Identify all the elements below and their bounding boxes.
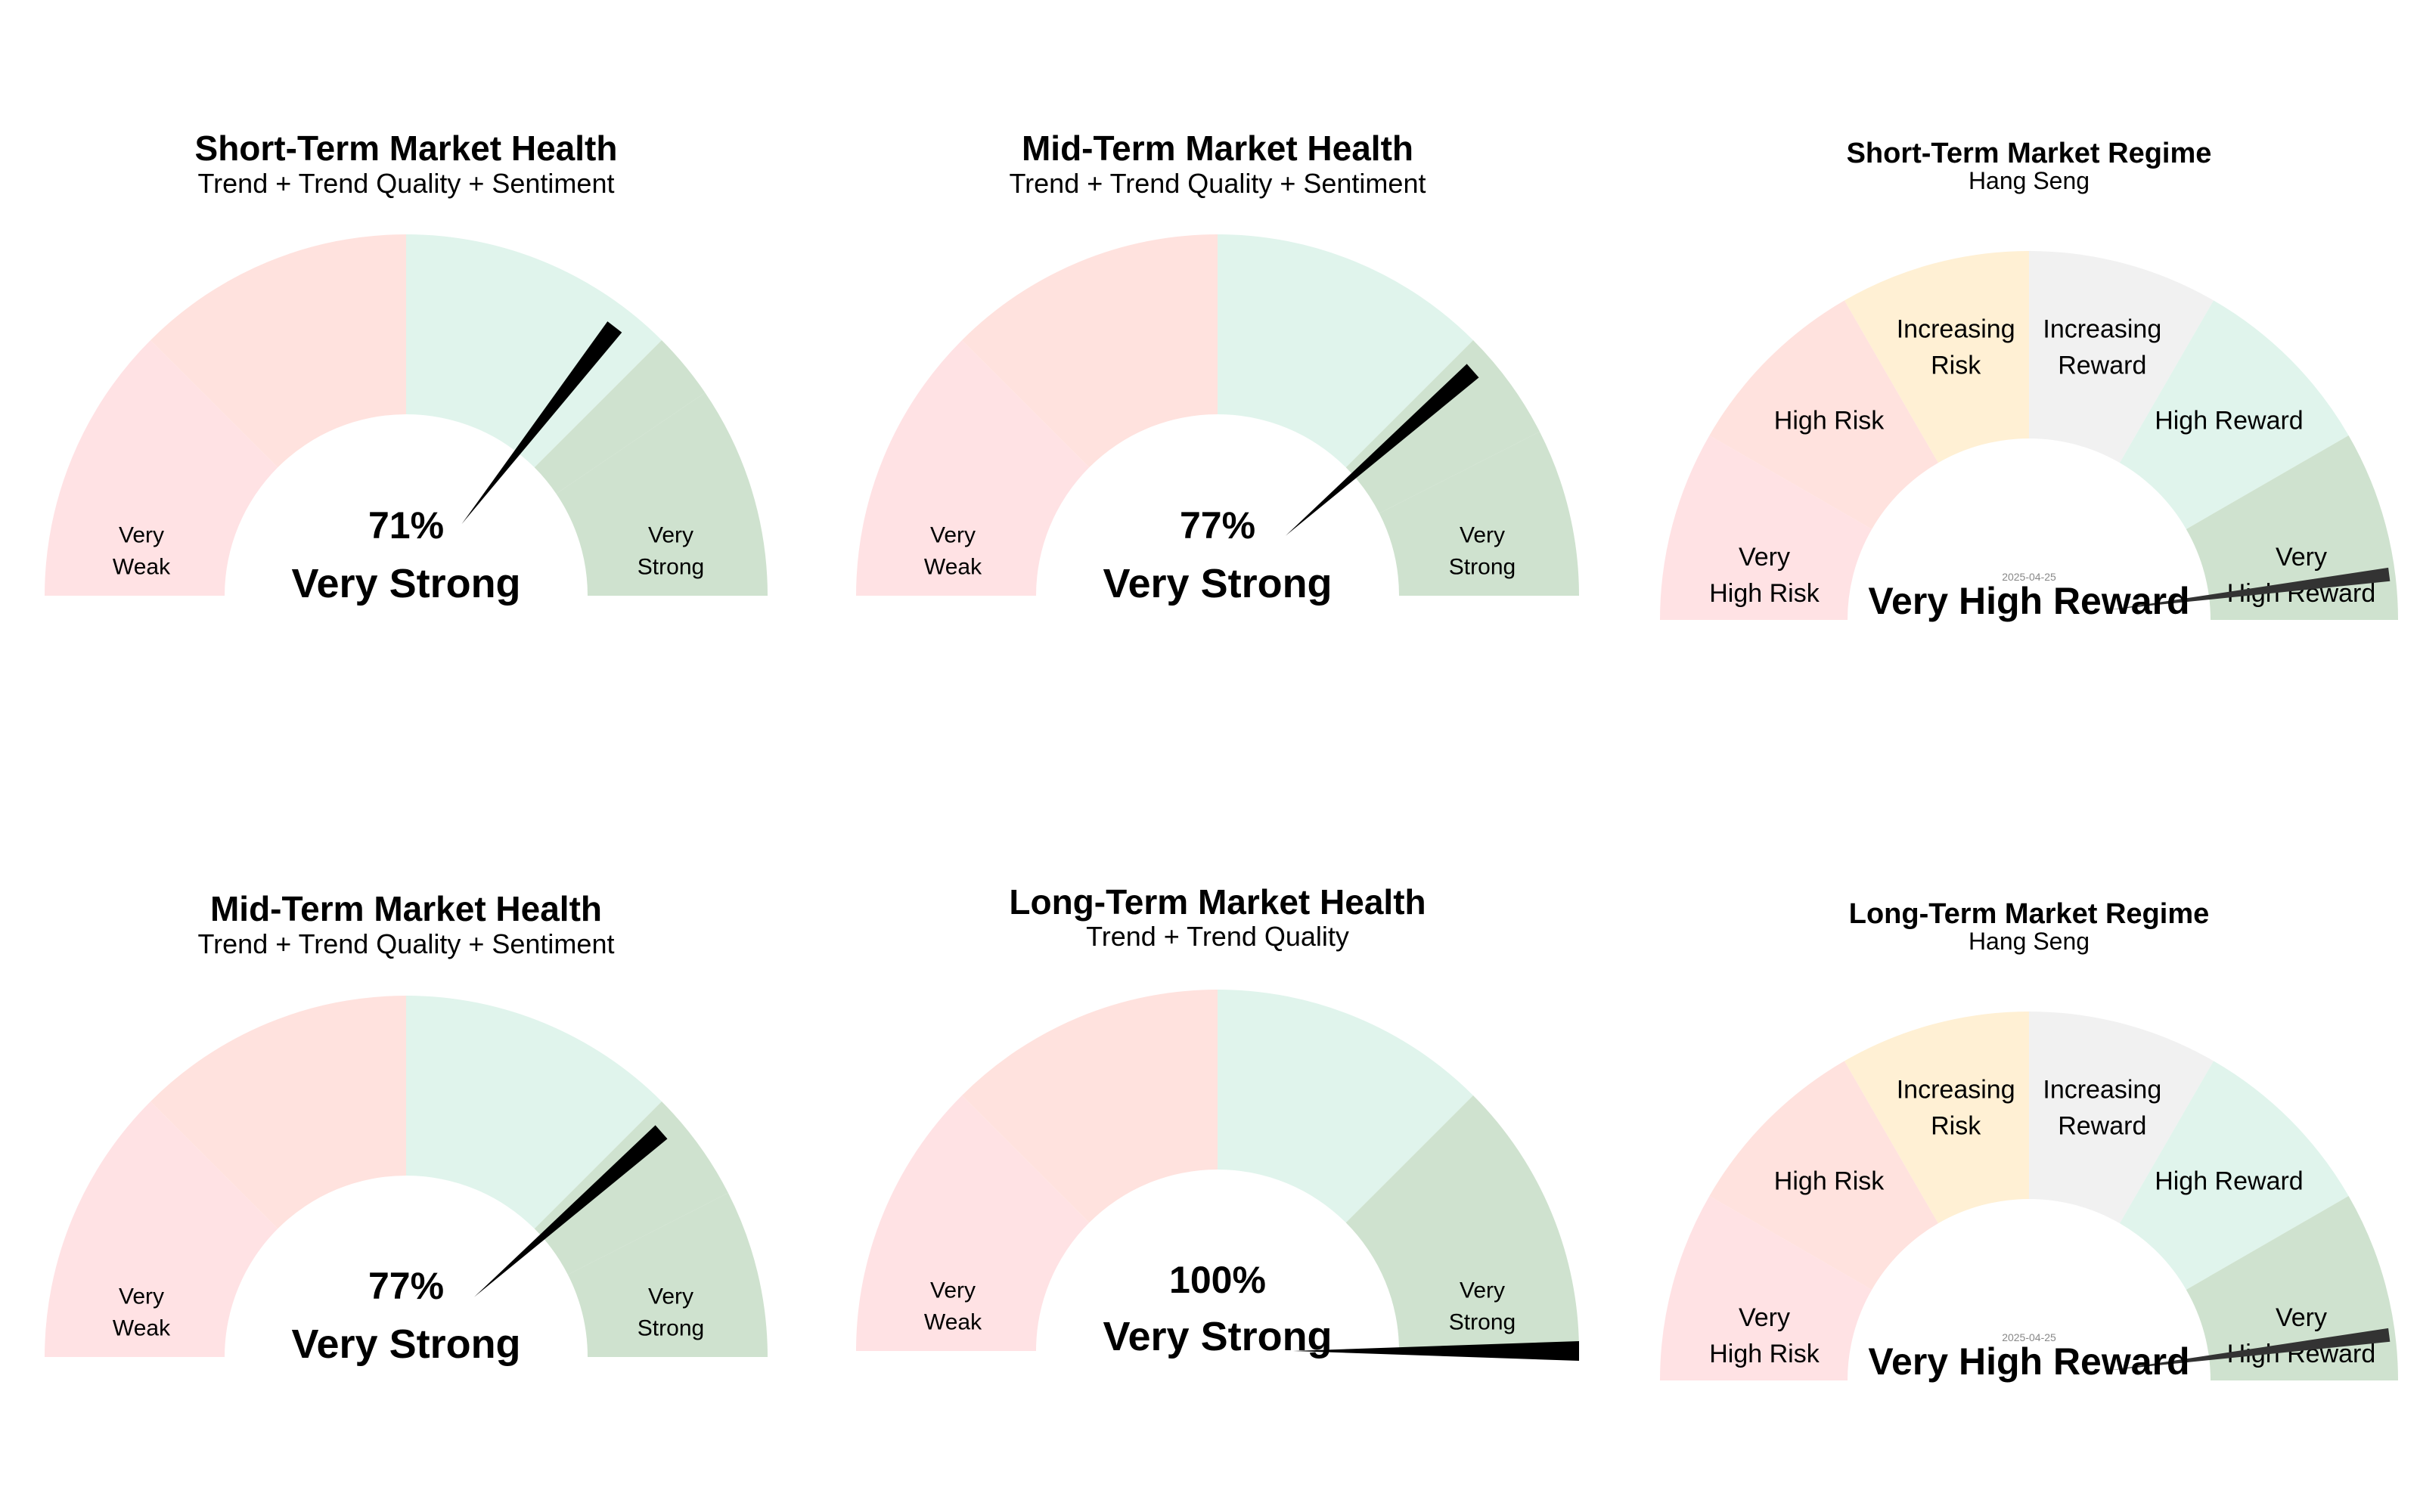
gauge-subtitle: Trend + Trend Quality + Sentiment: [1010, 168, 1426, 199]
gauge-segment: [2120, 300, 2349, 529]
gauge-status: Very High Reward: [1868, 1340, 2189, 1383]
gauge-percent: 77%: [1180, 504, 1255, 547]
segment-label-high-risk: High Risk: [1774, 1167, 1885, 1195]
gauge-segment: [45, 340, 278, 596]
segment-label-high-reward: High Reward: [2155, 1167, 2304, 1195]
gauge-segment: [45, 1101, 278, 1357]
gauge-subtitle: Trend + Trend Quality + Sentiment: [198, 168, 615, 199]
gauge-percent: 71%: [368, 504, 444, 547]
segment-label-very-strong: Very Strong: [638, 523, 704, 580]
segment-label-very-high-risk: Very High Risk: [1709, 543, 1820, 608]
segment-label-very-strong: Very Strong: [1449, 523, 1516, 580]
gauge-segment: [406, 234, 662, 468]
gauge-segment: [1345, 1095, 1579, 1351]
gauge-status: Very Strong: [291, 561, 520, 606]
gauge-status: Very High Reward: [1868, 580, 2189, 622]
gauge-segment: [1660, 435, 1872, 620]
gauge-segment: [1218, 990, 1473, 1223]
gauge-segment: [1844, 251, 2029, 463]
segment-label-very-weak: Very Weak: [113, 1284, 171, 1341]
gauge-segment: [406, 996, 662, 1229]
gauge-2: Very Weak Very Strong Mid-Term Market Health…: [856, 129, 1579, 606]
gauge-title: Long-Term Market Health: [1009, 882, 1426, 922]
gauge-1: Very Weak Very Strong Short-Term Market Heal…: [45, 129, 768, 606]
gauge-segment: [2186, 1195, 2398, 1380]
gauge-segment: [1345, 340, 1540, 514]
gauge-segment: [534, 1101, 728, 1275]
gauge-segment: [1709, 1061, 1938, 1290]
gauge-subtitle: Trend + Trend Quality: [1086, 921, 1349, 952]
gauge-needle: [1293, 1341, 1579, 1361]
gauge-segment: [1218, 234, 1473, 468]
gauge-segment: [856, 1095, 1090, 1351]
gauge-date: 2025-04-25: [2002, 1331, 2056, 1343]
segment-label-very-weak: Very Weak: [924, 523, 982, 580]
gauge-segment: [1660, 1195, 1872, 1380]
gauge-date: 2025-04-25: [2002, 571, 2056, 583]
gauge-segment: [534, 340, 706, 494]
gauge-title: Mid-Term Market Health: [210, 889, 602, 928]
segment-label-high-risk: High Risk: [1774, 406, 1885, 435]
gauge-segment: [2029, 251, 2214, 463]
segment-label-increasing-risk: Increasing Risk: [1897, 1076, 2015, 1141]
gauge-segment: [556, 392, 768, 596]
gauge-title: Short-Term Market Health: [195, 129, 618, 168]
gauge-needle: [474, 1125, 668, 1297]
gauge-status: Very Strong: [291, 1321, 520, 1367]
gauge-needle: [2111, 567, 2391, 610]
gauge-segment: [1844, 1012, 2029, 1224]
gauge-subtitle: Hang Seng: [1969, 928, 2090, 955]
gauge-segment: [150, 234, 406, 468]
segment-label-very-weak: Very Weak: [924, 1278, 982, 1335]
gauge-3: Very High Risk High Risk Increasing Risk Incr…: [1660, 138, 2398, 622]
segment-label-increasing-risk: Increasing Risk: [1897, 315, 2015, 380]
segment-label-increasing-reward: Increasing Reward: [2043, 315, 2161, 380]
gauge-title: Long-Term Market Regime: [1849, 898, 2209, 930]
gauge-segment: [567, 1192, 768, 1357]
gauge-status: Very Strong: [1103, 561, 1332, 606]
segment-label-increasing-reward: Increasing Reward: [2043, 1076, 2161, 1141]
gauge-5: Very Weak Very Strong Long-Term Market Healt…: [856, 882, 1579, 1361]
segment-label-very-strong: Very Strong: [1449, 1278, 1516, 1335]
segment-label-high-reward: High Reward: [2155, 406, 2304, 435]
gauge-segment: [150, 996, 406, 1229]
gauge-4: Very Weak Very Strong Mid-Term Market Health…: [45, 889, 768, 1367]
gauge-percent: 77%: [368, 1265, 444, 1307]
gauge-segment: [962, 990, 1218, 1223]
gauge-segment: [856, 340, 1090, 596]
gauge-percent: 100%: [1169, 1259, 1266, 1301]
segment-label-very-strong: Very Strong: [638, 1284, 704, 1341]
gauge-title: Short-Term Market Regime: [1847, 138, 2212, 169]
gauge-subtitle: Hang Seng: [1969, 167, 2090, 194]
gauge-segment: [2186, 435, 2398, 620]
gauge-needle: [461, 321, 622, 525]
gauge-title: Mid-Term Market Health: [1022, 129, 1413, 168]
gauge-needle: [2111, 1328, 2391, 1371]
gauge-segment: [2029, 1012, 2214, 1224]
gauge-6: Very High Risk High Risk Increasing Risk Incr…: [1660, 898, 2398, 1383]
gauge-segment: [2120, 1061, 2349, 1290]
gauge-status: Very Strong: [1103, 1314, 1332, 1359]
segment-label-very-high-risk: Very High Risk: [1709, 1303, 1820, 1368]
gauge-needle: [1286, 364, 1479, 536]
gauge-segment: [1709, 300, 1938, 529]
gauge-segment: [1379, 431, 1579, 596]
segment-label-very-weak: Very Weak: [113, 523, 171, 580]
gauge-segment: [962, 234, 1218, 468]
gauge-subtitle: Trend + Trend Quality + Sentiment: [198, 928, 615, 959]
